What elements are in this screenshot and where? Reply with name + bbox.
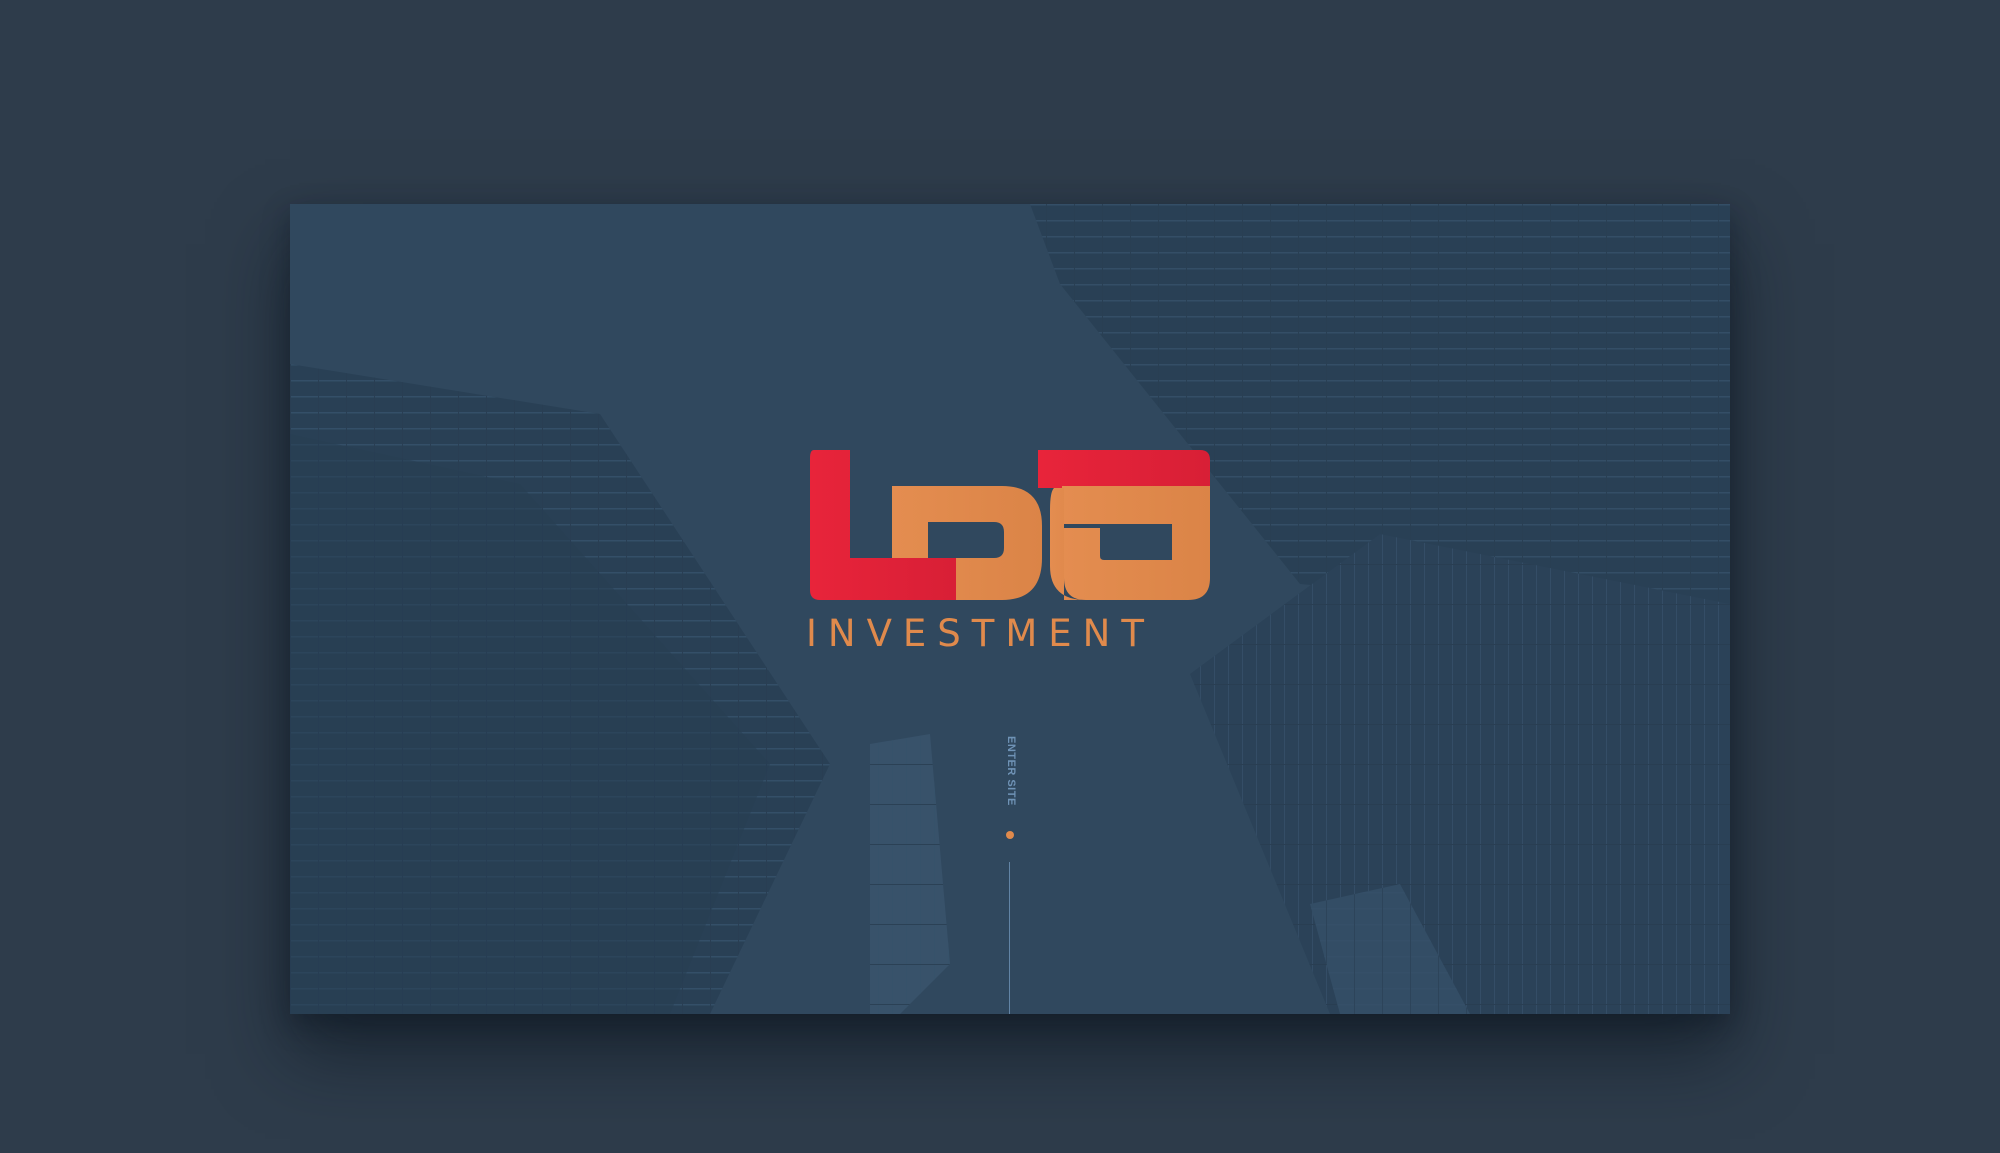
brand-name: INVESTMENT: [806, 612, 1155, 655]
skyscrapers-background: [290, 204, 1730, 1014]
ldg-logo: [810, 450, 1210, 600]
hero-screen: [290, 204, 1730, 1014]
dot-icon: [1006, 831, 1014, 839]
enter-site-link[interactable]: ENTER SITE: [1005, 736, 1017, 806]
scroll-line: [1009, 862, 1010, 1014]
